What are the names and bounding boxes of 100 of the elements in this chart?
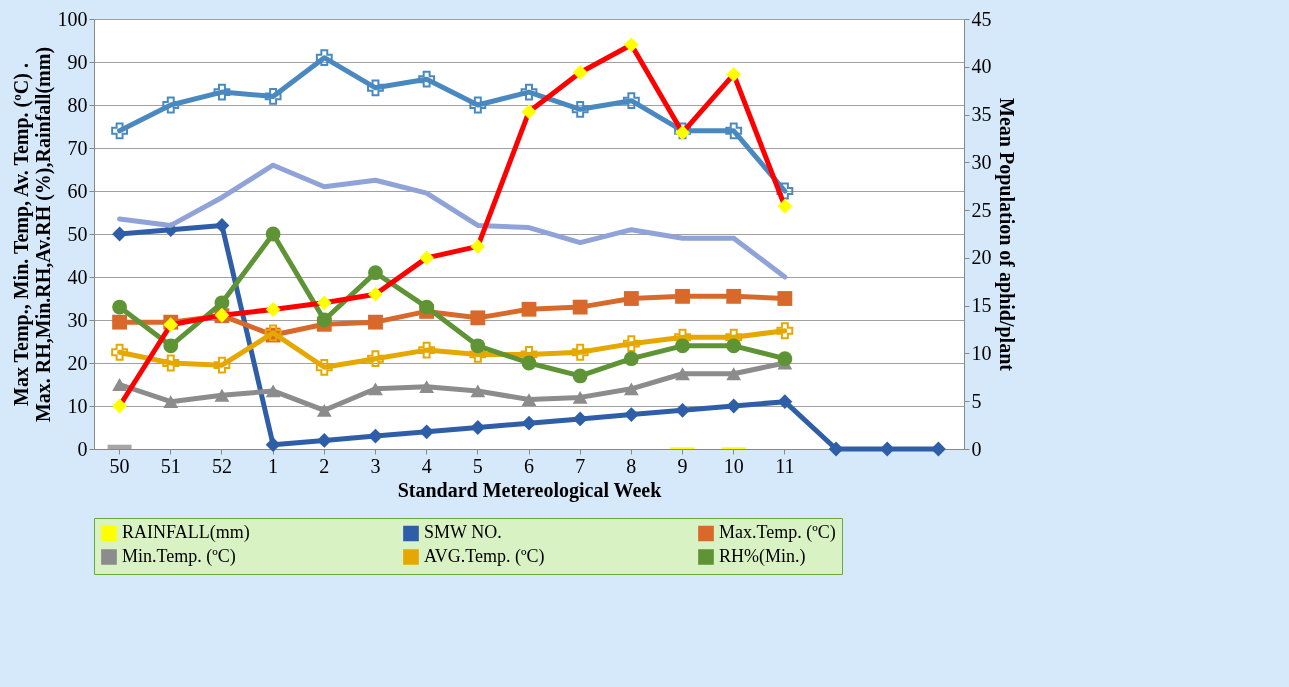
point — [213, 83, 231, 101]
y-tick-label: 80 — [67, 93, 88, 116]
point — [470, 420, 486, 435]
y2-tick-label: 10 — [971, 341, 992, 364]
point — [675, 338, 690, 354]
point — [265, 226, 281, 242]
point — [572, 390, 588, 404]
legend-label: AVG.Temp. (ºC) — [424, 546, 545, 567]
point — [368, 314, 383, 330]
x-axis-title: Standard Metereological Week — [397, 478, 663, 502]
x-tick-label: 4 — [421, 454, 432, 477]
x-tick-label: 1 — [268, 454, 279, 477]
y-tick-label: 10 — [67, 394, 88, 417]
point — [214, 217, 230, 233]
point — [571, 343, 589, 361]
point — [470, 384, 486, 398]
legend-label: Max.Temp. (ºC) — [719, 522, 836, 544]
point — [368, 428, 383, 444]
point — [675, 367, 690, 381]
y-tick-label: 20 — [67, 351, 88, 374]
x-tick-label: 5 — [472, 454, 483, 477]
y-axis-title: Max Temp., Min. Temp, Av. Temp. (ºC) . Max. RH,Min.RH,Av.RH (%),Rainfall(mm) — [9, 46, 55, 423]
point — [418, 341, 436, 359]
point — [776, 182, 794, 200]
point — [931, 441, 946, 457]
point — [623, 382, 639, 396]
point — [828, 441, 844, 457]
legend-label: RH%(Min.) — [719, 546, 806, 567]
point — [572, 411, 588, 427]
y-tick-label: 40 — [67, 265, 88, 288]
point — [623, 291, 639, 306]
point — [163, 338, 179, 354]
legend-label: SMW NO. — [424, 522, 502, 543]
point — [521, 393, 537, 406]
point — [571, 100, 589, 118]
point — [622, 335, 640, 353]
x-tick-label: 3 — [370, 454, 381, 477]
point — [675, 288, 690, 304]
point — [572, 299, 588, 315]
point — [623, 407, 639, 423]
point — [111, 343, 128, 361]
point — [162, 354, 180, 372]
point — [572, 368, 588, 384]
point — [726, 367, 742, 381]
x-tick-label: 51 — [160, 454, 181, 477]
point — [419, 380, 435, 394]
point — [265, 384, 281, 398]
point — [367, 350, 384, 368]
point — [316, 312, 332, 328]
point — [777, 351, 793, 367]
x-tick-label: 6 — [524, 454, 534, 477]
y-tick-label: 0 — [77, 437, 88, 460]
y2-tick-label: 40 — [971, 55, 992, 78]
point — [265, 437, 281, 453]
point — [675, 402, 690, 418]
y2-axis-title: Mean Population of aphid/plant — [994, 98, 1018, 372]
point — [521, 301, 537, 317]
x-tick-label: 7 — [575, 454, 586, 477]
point — [316, 403, 332, 417]
y2-tick-label: 20 — [971, 246, 992, 269]
point — [162, 96, 180, 114]
point — [622, 92, 640, 110]
x-tick-label: 9 — [677, 454, 688, 477]
x-tick-label: 52 — [211, 454, 232, 477]
point — [112, 378, 127, 391]
point — [469, 96, 487, 114]
point — [418, 70, 436, 88]
point — [623, 351, 639, 367]
point — [111, 122, 128, 140]
point — [521, 415, 537, 431]
point — [726, 338, 742, 354]
x-tick-label: 50 — [109, 454, 130, 477]
point — [214, 388, 230, 402]
point — [315, 49, 333, 67]
point — [214, 295, 230, 311]
y-tick-label: 90 — [67, 50, 88, 73]
y-tick-label: 100 — [57, 7, 88, 30]
point — [725, 122, 743, 140]
point — [368, 265, 383, 281]
point — [213, 356, 231, 374]
point — [470, 338, 486, 354]
point — [112, 226, 127, 242]
y-tick-label: 30 — [67, 308, 88, 331]
legend-label: Min.Temp. (ºC) — [122, 546, 236, 567]
x-tick-label: 11 — [775, 454, 795, 477]
point — [163, 395, 179, 409]
point — [419, 299, 435, 315]
point — [470, 310, 486, 326]
legend-label: RAINFALL(mm) — [122, 522, 250, 544]
point — [520, 83, 538, 101]
point — [521, 355, 537, 371]
point — [112, 299, 127, 315]
y2-tick-label: 15 — [971, 294, 992, 317]
point — [776, 322, 794, 340]
x-tick-label: 10 — [723, 454, 744, 477]
x-tick-label: 8 — [626, 454, 637, 477]
point — [112, 314, 127, 330]
point — [264, 87, 282, 105]
point — [367, 79, 384, 97]
point — [315, 358, 333, 376]
